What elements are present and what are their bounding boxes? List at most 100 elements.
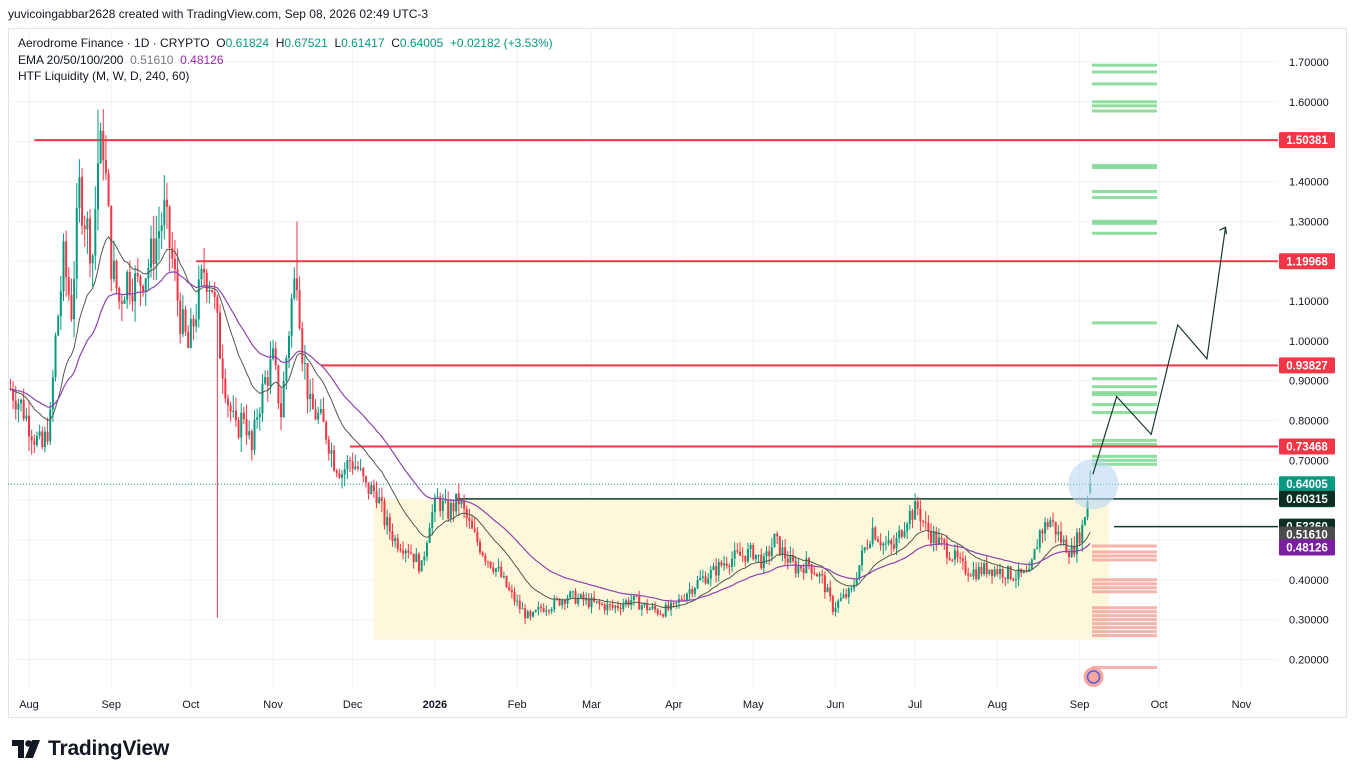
legend-close: 0.64005 [399,36,444,50]
candle-body-116 [335,470,338,474]
candle-body-148 [420,560,423,572]
price-label-bg-6 [1279,490,1335,507]
candle-body-171 [481,552,484,556]
candle-body-363 [991,569,994,576]
candle-body-327 [895,538,898,549]
candle-body-162 [457,493,460,505]
candle-body-231 [640,605,643,610]
candle-body-112 [325,422,328,440]
candle-body-280 [770,547,773,557]
candle-body-88 [261,383,264,414]
candle-body-195 [545,610,548,612]
candle-body-295 [810,564,813,574]
candle-body-35 [120,301,123,304]
candle-body-302 [829,587,832,597]
tradingview-mark-icon [12,740,40,758]
candle-body-194 [542,608,545,612]
candle-body-188 [526,611,529,619]
legend-change: +0.02182 (+3.53%) [449,36,553,50]
candle-body-115 [333,450,336,471]
candle-body-221 [614,605,617,608]
candle-body-79 [237,420,240,438]
legend-low-label: L [334,36,342,50]
candle-body-222 [616,605,619,608]
candle-body-278 [765,551,768,557]
candle-body-3 [35,435,38,445]
candle-body-352 [961,558,964,562]
tradingview-logo[interactable]: TradingView [12,737,169,761]
candle-body-50 [160,225,163,232]
candle-body-192 [537,606,540,611]
candle-body-96 [282,381,285,418]
candle-body-351 [959,557,962,559]
candle-body-49 [157,231,160,239]
y-tick-label-13: 0.40000 [1289,575,1329,587]
candle-body-169 [476,531,479,543]
candle-body-385 [1049,520,1052,527]
candle-body-161 [455,493,458,512]
candle-body-340 [930,531,933,543]
candle-body-376 [1025,571,1028,573]
liquidity-green-22 [1092,454,1157,458]
candle-body-252 [696,580,699,589]
ema-layer [10,236,1091,609]
candle-body-240 [664,604,667,617]
candle-body-6 [43,431,46,448]
candle-body-29 [104,160,107,174]
candle-body-159 [449,502,452,519]
candle-body-398 [1083,517,1086,526]
candle-body-283 [778,536,781,555]
candle-body--6 [12,388,15,401]
candle-body-181 [508,587,511,590]
candle-body-284 [781,547,784,555]
candle-body-9 [51,377,54,410]
candle-body-168 [473,528,476,532]
candle-body-319 [874,527,877,540]
candle-body-243 [672,602,675,604]
candle-body-186 [521,608,524,610]
candle-body-196 [547,610,550,612]
liquidity-green-8 [1092,189,1157,193]
candle-body-183 [513,592,516,602]
candle-body-331 [906,523,909,532]
candle-body-118 [341,474,344,478]
candle-body-310 [850,588,853,590]
candle-body-206 [574,591,577,604]
candle-body-367 [1001,568,1004,578]
candle-body-107 [311,393,314,410]
candle-body-269 [741,555,744,557]
candle-body-110 [319,409,322,413]
candle-body-193 [540,606,543,609]
candle-body-315 [863,547,866,551]
candle-body-217 [603,604,606,611]
x-tick-label-15: Nov [1232,699,1252,711]
candle-body-369 [1006,566,1009,579]
candle-body-270 [744,555,747,562]
candle-body-219 [609,604,612,606]
candle-body-140 [399,548,402,551]
candle-body-366 [998,568,1001,575]
candle-body-154 [436,496,439,498]
y-tick-label-4: 1.30000 [1289,216,1329,228]
candles-layer [9,109,1092,625]
candle-body-208 [579,594,582,598]
level-lines [8,139,1278,528]
candle-body-58 [181,309,184,334]
y-tick-label-6: 1.10000 [1289,296,1329,308]
candle-body-390 [1062,539,1065,543]
candle-body-304 [834,607,837,612]
candle-body-22 [86,218,89,230]
candle-body-8 [49,409,52,442]
liquidity-red-10 [1092,614,1157,618]
candle-body-63 [195,319,198,327]
candle-body-13 [62,241,65,292]
candle-body-334 [914,501,917,520]
y-tick-label-10: 0.70000 [1289,455,1329,467]
legend-low: 0.61417 [341,36,385,50]
candle-body-146 [415,553,418,562]
candle-body-324 [887,540,890,544]
candle-body-56 [176,269,179,301]
candle-body-191 [534,610,537,613]
candle-body-326 [892,544,895,549]
